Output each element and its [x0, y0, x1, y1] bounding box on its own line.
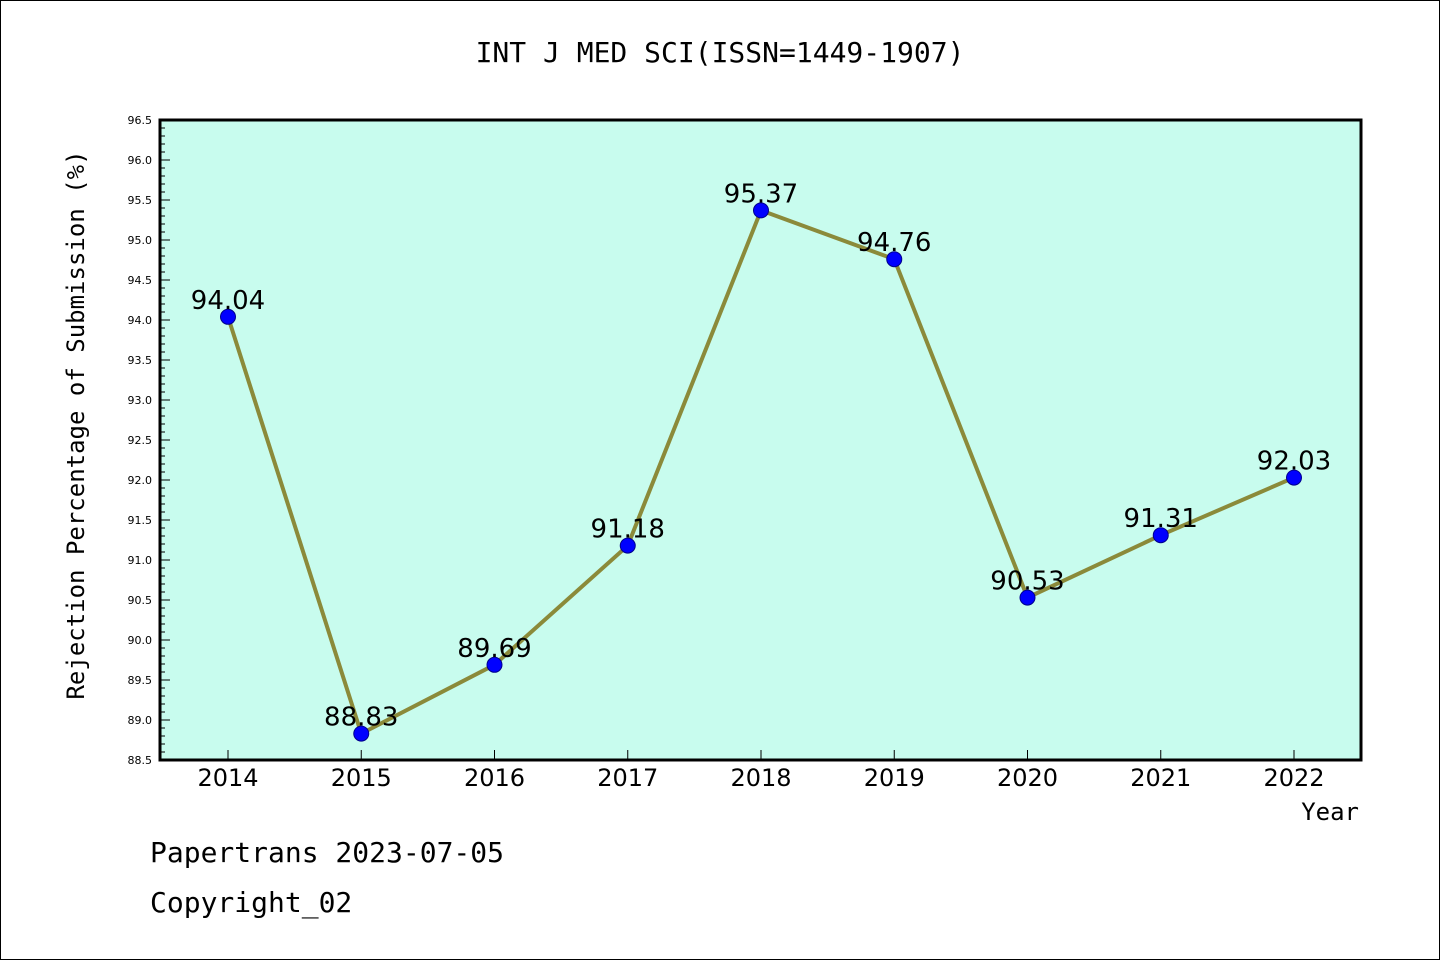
y-tick-label: 88.5	[128, 754, 153, 767]
data-point	[619, 537, 636, 554]
y-tick-label: 96.0	[128, 154, 153, 167]
x-tick-label: 2017	[597, 764, 658, 792]
data-point	[1019, 589, 1036, 606]
y-tick-label: 90.0	[128, 634, 153, 647]
data-label: 90.53	[990, 567, 1064, 597]
x-tick-label: 2019	[864, 764, 925, 792]
y-tick-label: 95.5	[128, 194, 153, 207]
y-tick-label: 92.0	[128, 474, 153, 487]
y-tick-label: 91.0	[128, 554, 153, 567]
data-point	[220, 308, 236, 325]
data-label: 89.69	[457, 634, 531, 664]
data-point	[753, 202, 769, 219]
data-label: 88.83	[324, 703, 398, 733]
y-tick-label: 91.5	[128, 514, 153, 527]
y-tick-label: 95.0	[128, 234, 153, 247]
x-axis: 2014 2015 2016 2017 2018 2019 2020 2021 2022	[197, 750, 1325, 792]
data-label: 91.18	[591, 515, 665, 545]
data-points	[220, 202, 1302, 742]
data-point	[486, 656, 503, 673]
y-axis: 88.5 89.0 89.5 90.0 90.5 91.0 91.5 92.0 92.5 93.0…	[128, 114, 170, 767]
plot-area	[158, 118, 1363, 762]
y-tick-label: 93.5	[128, 354, 153, 367]
data-point	[886, 251, 903, 268]
x-tick-label: 2014	[197, 764, 258, 792]
x-tick-label: 2016	[464, 764, 525, 792]
x-axis-label: Year	[1301, 798, 1359, 826]
y-tick-label: 94.5	[128, 274, 153, 287]
x-tick-label: 2015	[331, 764, 392, 792]
y-tick-label: 96.5	[128, 114, 153, 127]
data-label: 94.76	[857, 228, 931, 258]
footer-copyright: Copyright_02	[150, 886, 353, 919]
data-labels: 94.04 88.83 89.69 91.18 95.37 94.76 90.53 91.31…	[191, 179, 1331, 732]
y-tick-label: 92.5	[128, 434, 153, 447]
data-point	[1152, 527, 1169, 544]
y-tick-label: 90.5	[128, 594, 153, 607]
y-tick-label: 89.5	[128, 674, 153, 687]
data-label: 95.37	[724, 179, 798, 209]
y-tick-label: 94.0	[128, 314, 153, 327]
data-point	[1286, 469, 1302, 486]
x-tick-label: 2020	[997, 764, 1058, 792]
data-label: 91.31	[1124, 504, 1198, 534]
data-label: 92.03	[1257, 447, 1331, 477]
footer-date: Papertrans 2023-07-05	[150, 836, 505, 869]
y-axis-label: Rejection Percentage of Submission (%)	[62, 150, 90, 699]
x-tick-label: 2018	[730, 764, 791, 792]
y-tick-label: 89.0	[128, 714, 153, 727]
x-tick-label: 2022	[1263, 764, 1324, 792]
data-point	[353, 725, 370, 742]
chart-title: INT J MED SCI(ISSN=1449-1907)	[475, 36, 965, 69]
x-tick-label: 2021	[1130, 764, 1191, 792]
data-label: 94.04	[191, 286, 265, 316]
y-tick-label: 93.0	[128, 394, 153, 407]
